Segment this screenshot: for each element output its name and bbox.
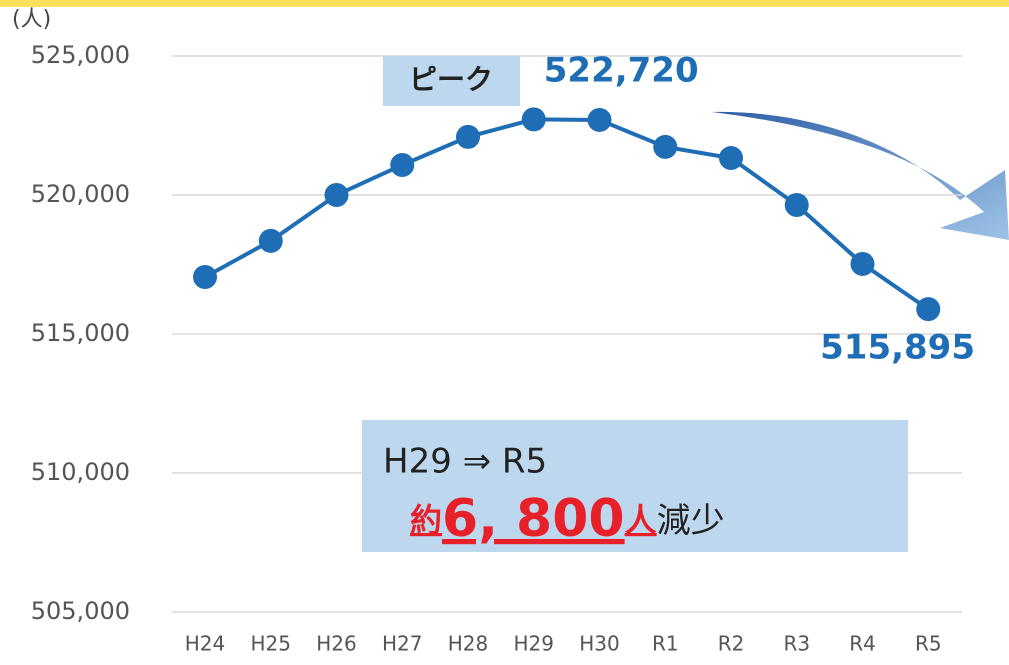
- data-point: [324, 183, 349, 207]
- peak-label: ピーク: [409, 63, 493, 96]
- peak-box: [383, 56, 520, 106]
- data-point: [456, 124, 480, 149]
- y-tick-label: 520,000: [31, 180, 130, 208]
- data-point: [719, 146, 743, 171]
- callout-number: 6, 800: [442, 489, 625, 549]
- data-point: [784, 193, 809, 218]
- data-point: [258, 228, 283, 253]
- x-tick-label: R2: [718, 632, 745, 656]
- data-point: [587, 107, 612, 132]
- callout-suffix: 減少: [657, 501, 725, 541]
- y-tick-label: 510,000: [31, 458, 130, 486]
- x-tick-label: R5: [915, 632, 942, 656]
- data-point: [521, 107, 546, 132]
- y-tick-label: 515,000: [31, 319, 130, 347]
- x-tick-label: H26: [316, 632, 357, 656]
- series-line: [204, 117, 930, 311]
- top-band: [0, 0, 1009, 7]
- data-point: [850, 251, 875, 276]
- x-tick-label: H25: [251, 632, 292, 656]
- y-tick-label: 525,000: [31, 41, 130, 69]
- callout-line1: H29 ⇒ R5: [383, 442, 547, 482]
- callout-line2: 約6, 800人減少: [410, 489, 725, 549]
- x-tick-label: R3: [783, 632, 810, 656]
- x-tick-label: H28: [448, 632, 489, 656]
- trend-arrow: [712, 111, 1009, 240]
- x-tick-label: R4: [849, 632, 876, 656]
- x-tick-label: H24: [185, 632, 226, 656]
- data-label: 515,895: [820, 328, 975, 368]
- x-tick-label: H30: [579, 632, 620, 656]
- data-label: 522,720: [544, 51, 699, 91]
- y-tick-label: 505,000: [31, 597, 130, 625]
- data-point: [653, 134, 678, 159]
- data-point: [916, 297, 941, 322]
- callout-prefix: 約: [410, 501, 442, 539]
- data-point: [193, 265, 217, 290]
- data-point: [390, 152, 415, 177]
- x-tick-label: H29: [514, 632, 555, 656]
- x-tick-label: H27: [382, 632, 423, 656]
- callout-box: [362, 420, 908, 552]
- x-tick-label: R1: [652, 632, 679, 656]
- callout-unit: 人: [625, 501, 657, 539]
- unit-label: (人): [12, 7, 51, 32]
